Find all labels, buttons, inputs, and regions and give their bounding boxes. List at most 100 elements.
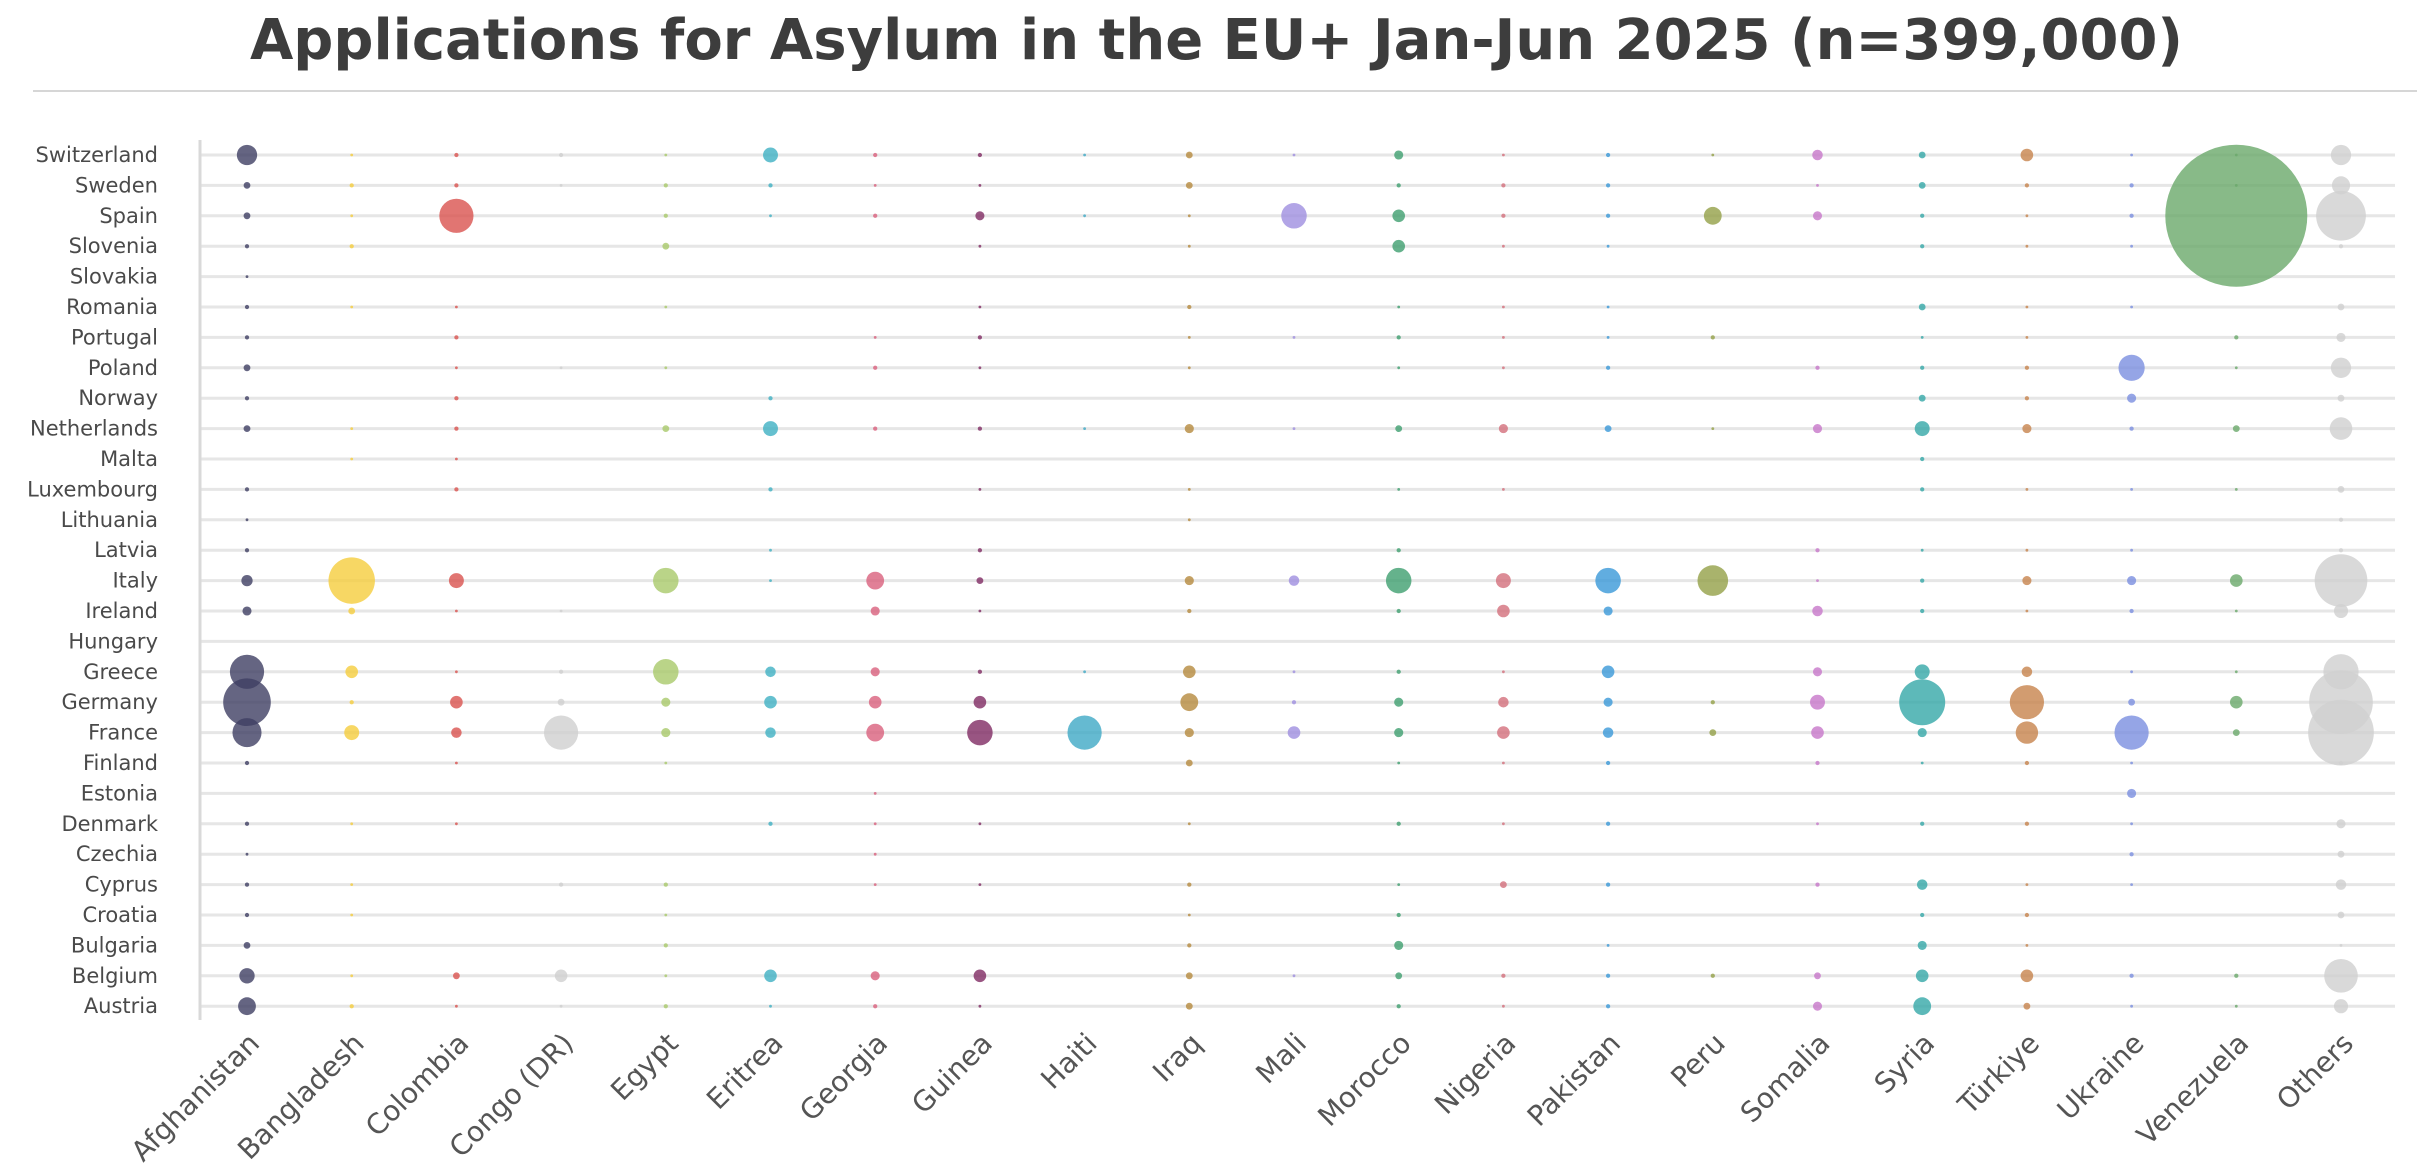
bubble-guinea-portugal[interactable] bbox=[977, 335, 983, 340]
bubble-morocco-slovenia[interactable] bbox=[1392, 239, 1406, 253]
bubble-egypt-slovenia[interactable] bbox=[662, 242, 670, 250]
bubble-venezuela-greece[interactable] bbox=[2234, 670, 2238, 674]
bubble-ukraine-netherlands[interactable] bbox=[2129, 426, 2134, 431]
bubble-congo-dr-germany[interactable] bbox=[557, 698, 565, 706]
bubble-others-switzerland[interactable] bbox=[2330, 144, 2352, 166]
bubble-bangladesh-netherlands[interactable] bbox=[350, 427, 354, 430]
bubble-turkiye-denmark[interactable] bbox=[2024, 821, 2030, 826]
bubble-nigeria-germany[interactable] bbox=[1498, 696, 1509, 708]
bubble-bangladesh-romania[interactable] bbox=[350, 305, 354, 309]
bubble-somalia-denmark[interactable] bbox=[1816, 822, 1819, 826]
bubble-bangladesh-malta[interactable] bbox=[350, 457, 354, 461]
bubble-ukraine-germany[interactable] bbox=[2128, 698, 2136, 706]
bubble-peru-italy[interactable] bbox=[1697, 565, 1729, 596]
bubble-guinea-romania[interactable] bbox=[978, 305, 982, 309]
bubble-afghanistan-croatia[interactable] bbox=[244, 912, 250, 918]
bubble-guinea-austria[interactable] bbox=[978, 1004, 982, 1008]
bubble-syria-latvia[interactable] bbox=[1920, 548, 1924, 552]
bubble-morocco-luxembourg[interactable] bbox=[1397, 488, 1401, 491]
bubble-pakistan-cyprus[interactable] bbox=[1605, 882, 1611, 887]
bubble-congo-dr-switzerland[interactable] bbox=[558, 152, 564, 158]
bubble-nigeria-italy[interactable] bbox=[1495, 573, 1511, 589]
bubble-egypt-sweden[interactable] bbox=[663, 183, 668, 188]
bubble-iraq-netherlands[interactable] bbox=[1184, 424, 1194, 434]
bubble-others-latvia[interactable] bbox=[2338, 548, 2344, 553]
bubble-syria-bulgaria[interactable] bbox=[1917, 940, 1927, 950]
bubble-peru-portugal[interactable] bbox=[1710, 335, 1715, 340]
bubble-eritrea-greece[interactable] bbox=[765, 666, 776, 678]
bubble-afghanistan-luxembourg[interactable] bbox=[244, 487, 250, 492]
bubble-syria-norway[interactable] bbox=[1918, 394, 1926, 402]
bubble-peru-spain[interactable] bbox=[1703, 206, 1722, 225]
bubble-colombia-france[interactable] bbox=[451, 727, 462, 738]
bubble-ukraine-cyprus[interactable] bbox=[2130, 883, 2134, 886]
bubble-egypt-spain[interactable] bbox=[663, 213, 668, 218]
bubble-bangladesh-italy[interactable] bbox=[328, 557, 375, 604]
bubble-syria-portugal[interactable] bbox=[1920, 336, 1924, 339]
bubble-turkiye-greece[interactable] bbox=[2021, 666, 2033, 678]
bubble-georgia-germany[interactable] bbox=[868, 695, 882, 709]
bubble-congo-dr-sweden[interactable] bbox=[559, 184, 563, 187]
bubble-afghanistan-lithuania[interactable] bbox=[245, 518, 249, 522]
bubble-somalia-germany[interactable] bbox=[1810, 694, 1825, 710]
bubble-ukraine-austria[interactable] bbox=[2130, 1004, 2134, 1008]
bubble-morocco-france[interactable] bbox=[1394, 728, 1404, 738]
bubble-ukraine-finland[interactable] bbox=[2130, 761, 2134, 765]
bubble-colombia-greece[interactable] bbox=[455, 670, 458, 674]
bubble-turkiye-italy[interactable] bbox=[2022, 576, 2032, 586]
bubble-georgia-czechia[interactable] bbox=[873, 852, 877, 856]
bubble-colombia-norway[interactable] bbox=[454, 396, 459, 401]
bubble-nigeria-cyprus[interactable] bbox=[1499, 881, 1507, 889]
bubble-turkiye-norway[interactable] bbox=[2024, 396, 2030, 401]
bubble-morocco-finland[interactable] bbox=[1397, 761, 1401, 765]
bubble-haiti-greece[interactable] bbox=[1083, 670, 1086, 674]
bubble-others-denmark[interactable] bbox=[2336, 819, 2346, 829]
bubble-egypt-austria[interactable] bbox=[663, 1004, 668, 1009]
bubble-ukraine-poland[interactable] bbox=[2118, 354, 2145, 381]
bubble-morocco-portugal[interactable] bbox=[1396, 335, 1401, 340]
bubble-georgia-switzerland[interactable] bbox=[873, 152, 878, 158]
bubble-morocco-spain[interactable] bbox=[1392, 209, 1406, 223]
bubble-others-poland[interactable] bbox=[2330, 357, 2352, 378]
bubble-georgia-poland[interactable] bbox=[873, 365, 878, 370]
bubble-iraq-spain[interactable] bbox=[1187, 214, 1191, 218]
bubble-egypt-france[interactable] bbox=[661, 728, 671, 738]
bubble-congo-dr-belgium[interactable] bbox=[554, 969, 568, 983]
bubble-morocco-italy[interactable] bbox=[1385, 567, 1412, 594]
bubble-iraq-austria[interactable] bbox=[1185, 1002, 1193, 1010]
bubble-iraq-italy[interactable] bbox=[1184, 576, 1194, 586]
bubble-turkiye-finland[interactable] bbox=[2024, 760, 2030, 766]
bubble-afghanistan-slovenia[interactable] bbox=[244, 244, 250, 249]
bubble-turkiye-switzerland[interactable] bbox=[2020, 148, 2034, 162]
bubble-colombia-malta[interactable] bbox=[455, 457, 458, 461]
bubble-eritrea-sweden[interactable] bbox=[768, 183, 773, 188]
bubble-guinea-cyprus[interactable] bbox=[978, 883, 982, 886]
bubble-afghanistan-latvia[interactable] bbox=[244, 548, 250, 553]
bubble-pakistan-bulgaria[interactable] bbox=[1606, 944, 1610, 947]
bubble-egypt-croatia[interactable] bbox=[664, 913, 668, 917]
bubble-morocco-cyprus[interactable] bbox=[1397, 883, 1401, 886]
bubble-venezuela-spain[interactable] bbox=[2165, 144, 2308, 287]
bubble-congo-dr-france[interactable] bbox=[543, 715, 579, 750]
bubble-others-romania[interactable] bbox=[2337, 303, 2345, 311]
bubble-syria-slovenia[interactable] bbox=[1920, 244, 1925, 249]
bubble-egypt-bulgaria[interactable] bbox=[663, 943, 668, 948]
bubble-colombia-romania[interactable] bbox=[455, 305, 458, 309]
bubble-guinea-ireland[interactable] bbox=[978, 609, 982, 613]
bubble-others-slovenia[interactable] bbox=[2338, 244, 2344, 249]
bubble-bangladesh-greece[interactable] bbox=[345, 665, 359, 679]
bubble-turkiye-latvia[interactable] bbox=[2025, 548, 2029, 552]
bubble-haiti-netherlands[interactable] bbox=[1083, 427, 1086, 430]
bubble-turkiye-romania[interactable] bbox=[2025, 305, 2029, 309]
bubble-venezuela-italy[interactable] bbox=[2229, 574, 2243, 587]
bubble-pakistan-sweden[interactable] bbox=[1605, 183, 1611, 188]
bubble-guinea-germany[interactable] bbox=[973, 695, 987, 709]
bubble-nigeria-austria[interactable] bbox=[1502, 1004, 1505, 1008]
bubble-others-france[interactable] bbox=[2308, 699, 2374, 766]
bubble-afghanistan-netherlands[interactable] bbox=[243, 425, 251, 433]
bubble-bangladesh-switzerland[interactable] bbox=[350, 153, 354, 157]
bubble-iraq-croatia[interactable] bbox=[1187, 913, 1191, 917]
bubble-afghanistan-bulgaria[interactable] bbox=[243, 941, 251, 949]
bubble-nigeria-luxembourg[interactable] bbox=[1502, 488, 1505, 491]
bubble-colombia-austria[interactable] bbox=[455, 1004, 458, 1008]
